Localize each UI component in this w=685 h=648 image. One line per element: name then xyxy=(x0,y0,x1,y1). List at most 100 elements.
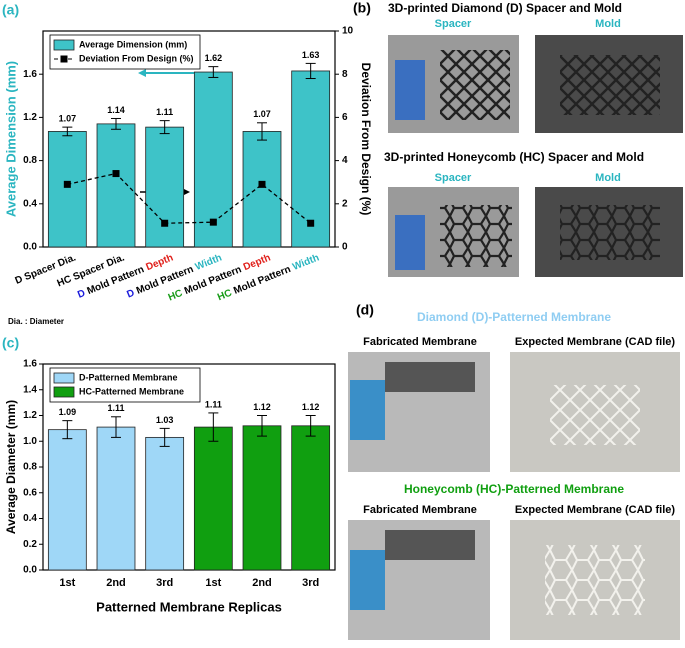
photo-caption: Mold xyxy=(595,18,621,30)
bar xyxy=(47,429,87,571)
x-tick-label: 3rd xyxy=(156,577,173,589)
value-label: 1.07 xyxy=(253,109,271,119)
photo-detail xyxy=(440,205,512,267)
photo-caption: Fabricated Membrane xyxy=(363,504,477,516)
x-tick-label-part: Width xyxy=(291,252,321,273)
y-tick-label: 0.8 xyxy=(23,462,37,473)
x-tick-label: 2nd xyxy=(252,577,272,589)
bar xyxy=(96,123,136,248)
photo-detail xyxy=(385,530,475,560)
photo-caption: Fabricated Membrane xyxy=(363,336,477,348)
bar xyxy=(242,131,282,248)
value-label: 1.07 xyxy=(59,113,77,123)
photo-detail xyxy=(395,60,425,120)
value-label: 1.14 xyxy=(107,105,125,115)
y-tick-label: 1.4 xyxy=(23,384,37,395)
panel-label: (a) xyxy=(2,2,19,18)
x-tick-label-part: D xyxy=(125,287,136,300)
bar xyxy=(193,426,233,571)
photo-detail xyxy=(560,55,660,115)
legend-swatch xyxy=(60,55,68,63)
panel-title: Honeycomb (HC)-Patterned Membrane xyxy=(404,482,624,496)
x-tick-label: 3rd xyxy=(302,577,319,589)
panel-label: (c) xyxy=(2,335,19,351)
line-marker xyxy=(258,180,266,188)
y2-tick-label: 8 xyxy=(342,69,348,80)
x-tick-label-part: Depth xyxy=(144,252,174,273)
photo-caption: Spacer xyxy=(435,172,472,184)
y2-axis-label: Deviation From Design (%) xyxy=(359,63,373,216)
plot-frame xyxy=(42,30,336,248)
x-tick-label-part: HC xyxy=(216,287,234,303)
y-axis-label: Average Dimension (mm) xyxy=(3,61,18,217)
photo-caption: Mold xyxy=(595,172,621,184)
photo-caption: Spacer xyxy=(435,18,472,30)
value-label: 1.11 xyxy=(107,403,124,413)
y-axis-label: Average Diameter (mm) xyxy=(4,400,18,534)
note: Dia. : Diameter xyxy=(8,317,64,326)
bar xyxy=(47,131,87,248)
bar xyxy=(96,426,136,571)
y2-tick-label: 0 xyxy=(342,242,348,253)
legend-label: D-Patterned Membrane xyxy=(79,372,178,382)
photo-caption: Expected Membrane (CAD file) xyxy=(515,336,675,348)
photo-detail xyxy=(545,545,645,615)
legend-label: HC-Patterned Membrane xyxy=(79,386,184,396)
legend-swatch xyxy=(53,372,75,384)
x-tick-label: 1st xyxy=(59,577,75,589)
value-label: 1.63 xyxy=(302,50,320,60)
arrow-head xyxy=(138,69,146,77)
y-tick-label: 1.6 xyxy=(23,69,37,80)
legend-box xyxy=(49,367,201,403)
value-label: 1.09 xyxy=(59,407,77,417)
y-tick-label: 1.2 xyxy=(23,112,37,123)
panel-title: 3D-printed Diamond (D) Spacer and Mold xyxy=(388,1,622,15)
line-marker xyxy=(307,219,315,227)
photo-detail xyxy=(395,215,425,270)
value-label: 1.62 xyxy=(205,53,223,63)
value-label: 1.11 xyxy=(156,107,173,117)
bar xyxy=(193,71,233,248)
line-marker xyxy=(161,219,169,227)
value-label: 1.03 xyxy=(156,415,174,425)
bar xyxy=(291,70,331,248)
x-tick-label-part: Depth xyxy=(242,252,272,273)
y2-tick-label: 10 xyxy=(342,26,354,37)
y2-tick-label: 4 xyxy=(342,155,348,166)
y-tick-label: 0.6 xyxy=(23,487,37,498)
photo-detail xyxy=(385,362,475,392)
y-tick-label: 0.4 xyxy=(23,513,37,524)
x-axis-label: Patterned Membrane Replicas xyxy=(96,599,282,614)
panel-label: (d) xyxy=(356,302,374,318)
value-label: 1.12 xyxy=(253,402,271,412)
bar xyxy=(145,126,185,248)
y-tick-label: 0.8 xyxy=(23,155,37,166)
value-label: 1.11 xyxy=(205,399,222,409)
legend-label: Average Dimension (mm) xyxy=(79,39,187,49)
panel-title: Diamond (D)-Patterned Membrane xyxy=(417,310,611,324)
legend-swatch xyxy=(53,39,75,51)
x-tick-label: 1st xyxy=(205,577,221,589)
y-tick-label: 1.0 xyxy=(23,436,37,447)
y-tick-label: 0.2 xyxy=(23,539,37,550)
bar xyxy=(145,436,185,571)
bar xyxy=(291,425,331,571)
photo-detail xyxy=(350,380,385,440)
y-tick-label: 0.4 xyxy=(23,198,37,209)
photo-detail xyxy=(440,50,510,120)
x-tick-label-part: Mold Pattern xyxy=(232,264,292,297)
line-marker xyxy=(112,170,120,178)
line-marker xyxy=(209,218,217,226)
line-marker xyxy=(63,180,71,188)
panel-label: (b) xyxy=(353,0,371,16)
y-tick-label: 1.2 xyxy=(23,410,37,421)
y2-tick-label: 6 xyxy=(342,112,348,123)
x-tick-label-part: HC xyxy=(167,288,185,304)
photo-detail xyxy=(550,385,640,445)
photo-detail xyxy=(560,205,660,260)
value-label: 1.12 xyxy=(302,402,320,412)
legend-label: Deviation From Design (%) xyxy=(79,53,194,63)
y-tick-label: 0.0 xyxy=(23,242,37,253)
x-tick-label: 2nd xyxy=(106,577,126,589)
